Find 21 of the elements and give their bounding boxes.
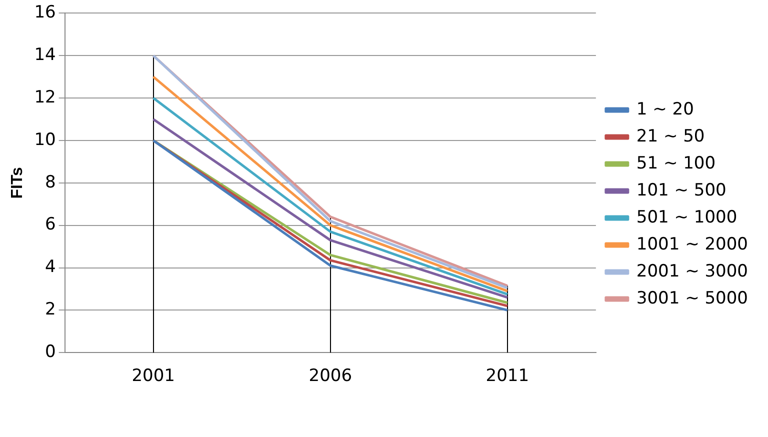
legend-label: 101 ~ 500 — [636, 180, 726, 200]
legend-label: 1001 ~ 2000 — [636, 234, 748, 254]
y-tick-label: 8 — [45, 172, 56, 192]
y-tick-label: 16 — [34, 2, 56, 23]
y-tick-label: 12 — [34, 87, 56, 108]
x-tick-label: 2011 — [486, 366, 530, 386]
y-tick-label: 2 — [45, 300, 56, 320]
y-tick-label: 10 — [34, 130, 56, 150]
y-axis-title: FITs — [9, 166, 26, 199]
x-tick-label: 2001 — [132, 366, 175, 386]
legend-label: 21 ~ 50 — [636, 126, 705, 146]
y-tick-label: 0 — [45, 342, 56, 362]
y-tick-label: 6 — [45, 214, 56, 235]
legend-label: 51 ~ 100 — [636, 153, 716, 174]
legend-label: 2001 ~ 3000 — [636, 261, 748, 282]
legend-label: 3001 ~ 5000 — [636, 288, 748, 308]
legend-label: 1 ~ 20 — [636, 99, 694, 120]
y-tick-label: 14 — [34, 45, 56, 66]
legend-label: 501 ~ 1000 — [636, 207, 738, 228]
y-tick-label: 4 — [45, 257, 56, 278]
x-tick-label: 2006 — [308, 366, 352, 386]
